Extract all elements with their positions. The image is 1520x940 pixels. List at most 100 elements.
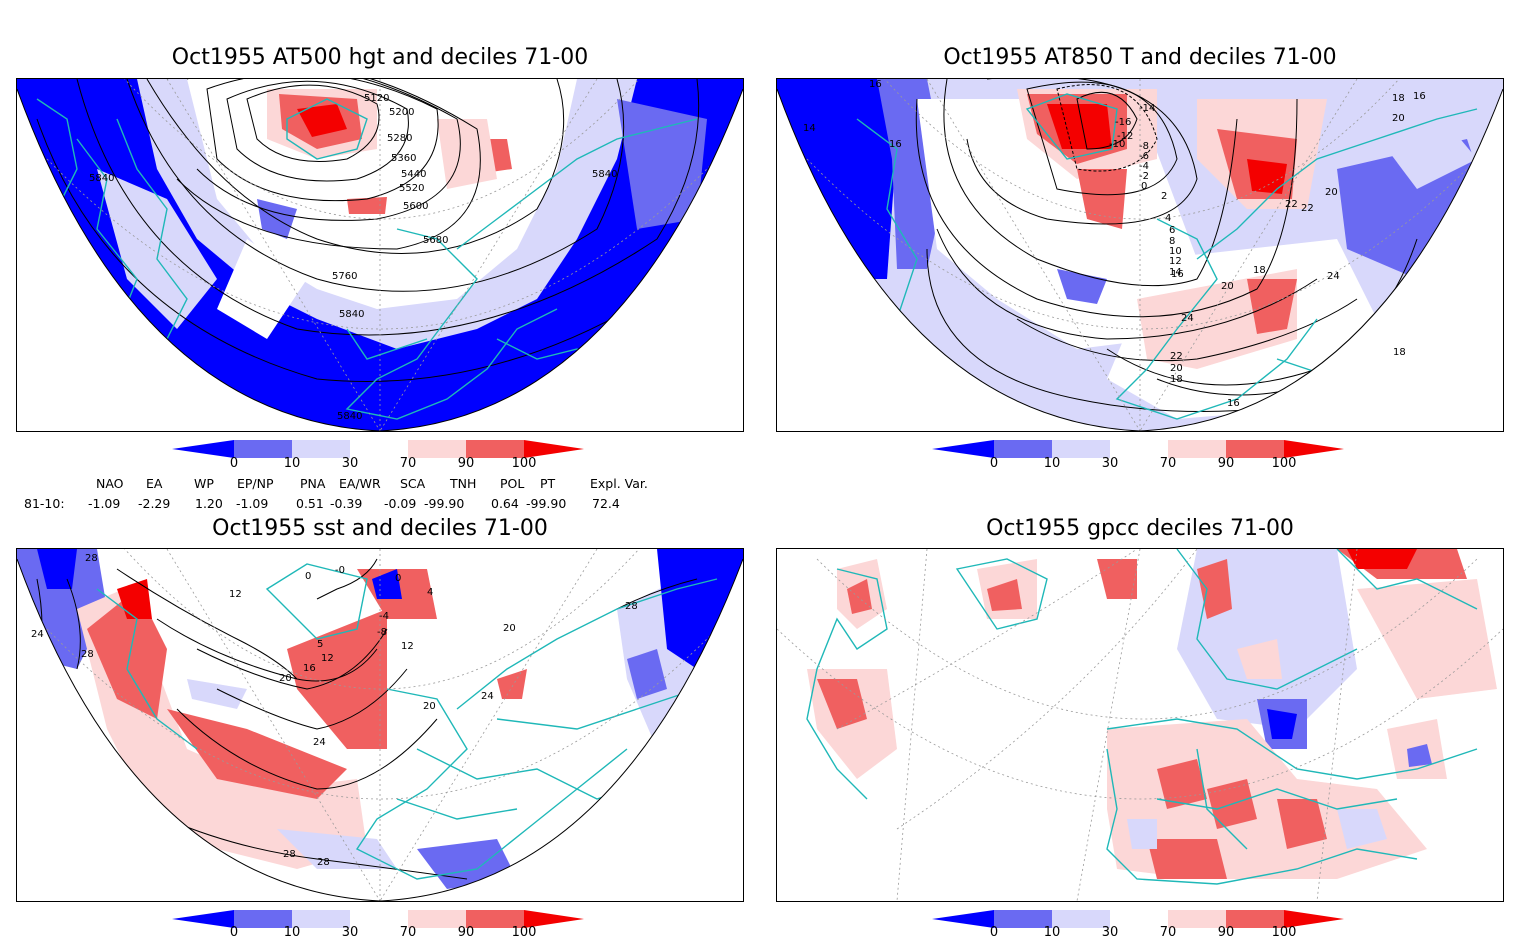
decile-90-100: [1247, 279, 1297, 334]
decile-90-100: [1277, 799, 1327, 849]
cbar-seg: [932, 910, 994, 928]
contour-label: -14: [1139, 103, 1155, 114]
index-value: -99.90: [526, 496, 567, 511]
index-header: PT: [540, 476, 556, 491]
contour-label: 0: [305, 571, 311, 582]
decile-10-30: [1357, 99, 1477, 189]
contour-label: -6: [1139, 151, 1149, 162]
decile-10-30: [187, 679, 247, 709]
decile-below-10: [1267, 709, 1297, 739]
cbar-seg: [408, 910, 466, 928]
contour-label: 16: [1413, 91, 1426, 102]
decile-90-100: [1197, 559, 1232, 619]
contour-label: 5280: [387, 133, 412, 144]
index-value: -0.09: [384, 496, 417, 511]
contour-label: 5600: [403, 201, 428, 212]
decile-above-100: [117, 579, 152, 619]
cbar-label: 30: [1101, 925, 1119, 940]
decile-90-100: [87, 589, 167, 719]
contour-label: 12: [401, 641, 414, 652]
panel-title-sst: Oct1955 sst and deciles 71-00: [212, 516, 548, 541]
contour-label: 5840: [89, 173, 114, 184]
cbar-label: 70: [399, 456, 417, 471]
decile-10-30: [97, 169, 217, 329]
contour-label: 28: [317, 857, 330, 868]
coastlines: [806, 549, 1478, 885]
decile-70-90: [437, 119, 497, 189]
cbar-label: 70: [1159, 925, 1177, 940]
graticule: [46, 79, 718, 431]
contour-label: 0: [1141, 181, 1147, 192]
cbar-label: 100: [1271, 456, 1297, 471]
contour-labels: 28 24 28 12 0 -0 0 -4 -8 4 5 12 16 20 12…: [31, 553, 638, 868]
graticule: [46, 549, 718, 901]
contour-label: 5520: [399, 183, 424, 194]
contour-label: 18: [1392, 93, 1405, 104]
contour-label: 14: [1169, 267, 1182, 278]
index-value: -0.39: [330, 496, 363, 511]
contour-label: 5840: [592, 169, 617, 180]
graticule: [777, 549, 1503, 901]
contour-labels: 5120 5200 5280 5360 5440 5520 5600 5680 …: [89, 93, 617, 422]
cbar-label: 0: [229, 925, 239, 940]
cbar-seg: [350, 440, 408, 458]
contour-label: 12: [229, 589, 242, 600]
cbar-label: 100: [511, 925, 537, 940]
decile-30-70: [217, 239, 307, 339]
map-panel-gpcc: [776, 548, 1504, 902]
map-t850-svg: 16 14 16 -14 -16 -12 -10 -8 -6 -4 -2 0 2…: [777, 79, 1503, 431]
cbar-label: 30: [341, 925, 359, 940]
contour-label: 4: [427, 587, 433, 598]
panel-title-t850: Oct1955 AT850 T and deciles 71-00: [943, 45, 1337, 70]
contour-label: 22: [1285, 199, 1298, 210]
decile-90-100: [1157, 759, 1207, 809]
cbar-seg: [466, 440, 524, 458]
cbar-seg: [172, 440, 234, 458]
decile-90-100: [817, 679, 867, 729]
decile-below-10: [777, 79, 897, 279]
cbar-seg: [1168, 910, 1226, 928]
contour-label: 5840: [339, 309, 364, 320]
cbar-label: 30: [341, 456, 359, 471]
cbar-seg: [1284, 440, 1344, 458]
index-header: WP: [194, 476, 214, 491]
index-value: 0.64: [491, 496, 519, 511]
contour-label: 20: [1170, 363, 1183, 374]
decile-90-100: [497, 669, 527, 699]
cbar-seg: [292, 910, 350, 928]
contour-label: 20: [279, 673, 292, 684]
decile-above-100: [1047, 104, 1112, 149]
decile-0-10: [617, 99, 707, 229]
contour-label: 0: [395, 573, 401, 584]
contour-label: 24: [481, 691, 494, 702]
contour-label: 5680: [423, 235, 448, 246]
decile-0-10: [627, 649, 667, 699]
panel-title-hgt: Oct1955 AT500 hgt and deciles 71-00: [171, 45, 589, 70]
decile-above-100: [1347, 549, 1417, 569]
index-header: SCA: [400, 476, 426, 491]
decile-10-30: [277, 829, 397, 869]
contour-label: 5200: [389, 107, 414, 118]
contour-label: 10: [1169, 246, 1182, 257]
colorbar-hgt: [172, 440, 584, 458]
cbar-seg: [234, 910, 292, 928]
cbar-label: 0: [229, 456, 239, 471]
contour-label: 14: [803, 123, 816, 134]
index-value: 72.4: [592, 496, 620, 511]
contours: [36, 558, 698, 880]
contour-label: 16: [889, 139, 902, 150]
contour-label: -16: [1115, 117, 1131, 128]
cbar-seg: [524, 440, 584, 458]
contour-label: 16: [303, 663, 316, 674]
cbar-seg: [994, 440, 1052, 458]
map-panel-sst: 28 24 28 12 0 -0 0 -4 -8 4 5 12 16 20 12…: [16, 548, 744, 902]
map-hgt-svg: 5120 5200 5280 5360 5440 5520 5600 5680 …: [17, 79, 743, 431]
cbar-label: 0: [989, 925, 999, 940]
index-value: -1.09: [236, 496, 269, 511]
index-value: -1.09: [88, 496, 121, 511]
contours: [36, 79, 708, 382]
cbar-label: 100: [1271, 925, 1297, 940]
cbar-seg: [350, 910, 408, 928]
contour-label: 20: [423, 701, 436, 712]
contour-label: -8: [1139, 141, 1149, 152]
